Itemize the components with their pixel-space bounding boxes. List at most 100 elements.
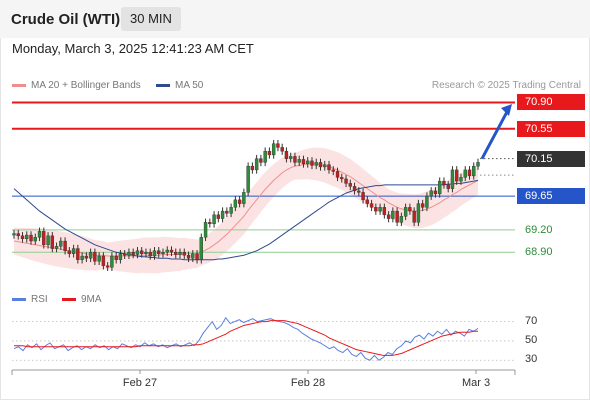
candle-body-98: [429, 190, 433, 197]
forecast-arrow-head: [501, 103, 512, 116]
timeframe-badge[interactable]: 30 MIN: [121, 7, 181, 31]
candle-body-11: [59, 240, 63, 247]
candle-body-20: [97, 255, 101, 262]
candle-body-8: [46, 235, 50, 245]
candle-body-50: [225, 210, 229, 214]
candle-body-25: [118, 253, 123, 260]
legend-ma20-label: MA 20 + Bollinger Bands: [31, 80, 141, 91]
candle-body-47: [212, 214, 216, 225]
candle-body-28: [131, 252, 135, 255]
candle-body-99: [433, 190, 438, 195]
candle-body-106: [463, 169, 467, 178]
research-credit: Research © 2025 Trading Central: [431, 80, 581, 91]
candle-body-91: [399, 216, 404, 223]
candle-body-0: [12, 233, 16, 236]
candle-body-107: [467, 169, 472, 177]
candle-body-83: [365, 199, 370, 204]
price-label-70.90: 70.90: [517, 94, 585, 111]
candle-body-88: [386, 214, 391, 219]
candle-body-109: [476, 162, 480, 167]
candle-body-26: [122, 253, 127, 256]
candle-body-52: [233, 199, 238, 208]
legend-9ma-label: 9MA: [81, 294, 102, 305]
candle-body-85: [374, 207, 378, 212]
rsi-series-9ma: [14, 320, 478, 356]
ma50-line: [13, 179, 479, 261]
candle-body-5: [33, 237, 37, 242]
candle-body-89: [391, 210, 395, 219]
candle-body-43: [195, 253, 199, 260]
candle-body-76: [335, 171, 340, 178]
candle-body-4: [29, 234, 33, 242]
candle-body-29: [135, 250, 140, 255]
price-label-70.55: 70.55: [517, 120, 585, 137]
x-tick-feb-27: Feb 27: [122, 377, 158, 389]
candle-body-59: [263, 150, 267, 163]
rsi-swatch: [12, 297, 26, 301]
candle-body-68: [301, 159, 306, 165]
candle-body-37: [169, 249, 174, 253]
candle-body-41: [186, 255, 191, 259]
candle-body-75: [331, 169, 335, 172]
ma50-swatch: [156, 83, 170, 87]
rsi-tick-50: 50: [525, 333, 538, 346]
candle-body-93: [408, 207, 412, 212]
candle-body-2: [20, 235, 25, 240]
candle-body-42: [191, 253, 195, 259]
rsi-series-rsi: [13, 316, 479, 361]
candle-body-49: [220, 210, 225, 219]
candle-body-6: [37, 231, 42, 238]
candle-body-64: [284, 150, 289, 159]
candle-body-104: [455, 169, 459, 182]
candle-body-65: [288, 156, 293, 159]
candle-body-82: [361, 192, 365, 201]
candle-body-45: [203, 222, 208, 238]
candle-body-108: [472, 165, 476, 177]
candle-body-57: [254, 158, 259, 171]
candle-body-103: [450, 169, 455, 189]
candle-body-24: [114, 255, 118, 260]
candle-body-70: [310, 160, 314, 166]
candle-body-73: [323, 164, 327, 168]
price-label-70.15: 70.15: [517, 150, 585, 167]
candle-body-79: [348, 183, 352, 187]
candle-body-16: [80, 255, 84, 260]
candle-body-7: [42, 231, 46, 245]
forecast-arrow-shaft: [480, 109, 510, 160]
candle-body-46: [208, 222, 212, 225]
x-tick-mar-3: Mar 3: [461, 377, 491, 389]
candle-body-81: [357, 190, 361, 193]
candle-body-53: [237, 199, 242, 204]
candle-body-96: [420, 203, 425, 208]
candle-body-66: [293, 156, 297, 163]
candle-body-84: [369, 203, 374, 208]
rsi-tick-30: 30: [525, 353, 538, 366]
candle-body-40: [182, 252, 186, 256]
candle-body-90: [395, 210, 399, 223]
candle-body-60: [267, 150, 272, 156]
price-label-69.65: 69.65: [517, 188, 585, 205]
candle-body-12: [63, 240, 67, 251]
candle-body-23: [110, 255, 114, 268]
candle-body-58: [259, 158, 263, 163]
candle-body-15: [76, 248, 80, 260]
candle-body-22: [105, 265, 110, 268]
candle-body-74: [327, 164, 331, 171]
candle-body-3: [25, 234, 29, 240]
x-tick-feb-28: Feb 28: [290, 377, 326, 389]
candle-body-100: [437, 180, 442, 195]
legend-rsi-label: RSI: [31, 294, 48, 305]
ma20-swatch: [12, 83, 26, 87]
candle-body-18: [88, 252, 93, 259]
candle-body-30: [140, 250, 144, 254]
candle-body-95: [416, 203, 421, 223]
candle-body-67: [297, 159, 301, 163]
candle-body-27: [127, 252, 131, 256]
legend-ma20: MA 20 + Bollinger Bands: [12, 80, 141, 91]
rsi-tick-70: 70: [525, 314, 538, 327]
candle-body-97: [425, 195, 429, 208]
datetime-label: Monday, March 3, 2025 12:41:23 AM CET: [12, 41, 254, 56]
candle-body-87: [382, 207, 387, 216]
header-bar: Crude Oil (WTI) 30 MIN: [0, 0, 590, 38]
